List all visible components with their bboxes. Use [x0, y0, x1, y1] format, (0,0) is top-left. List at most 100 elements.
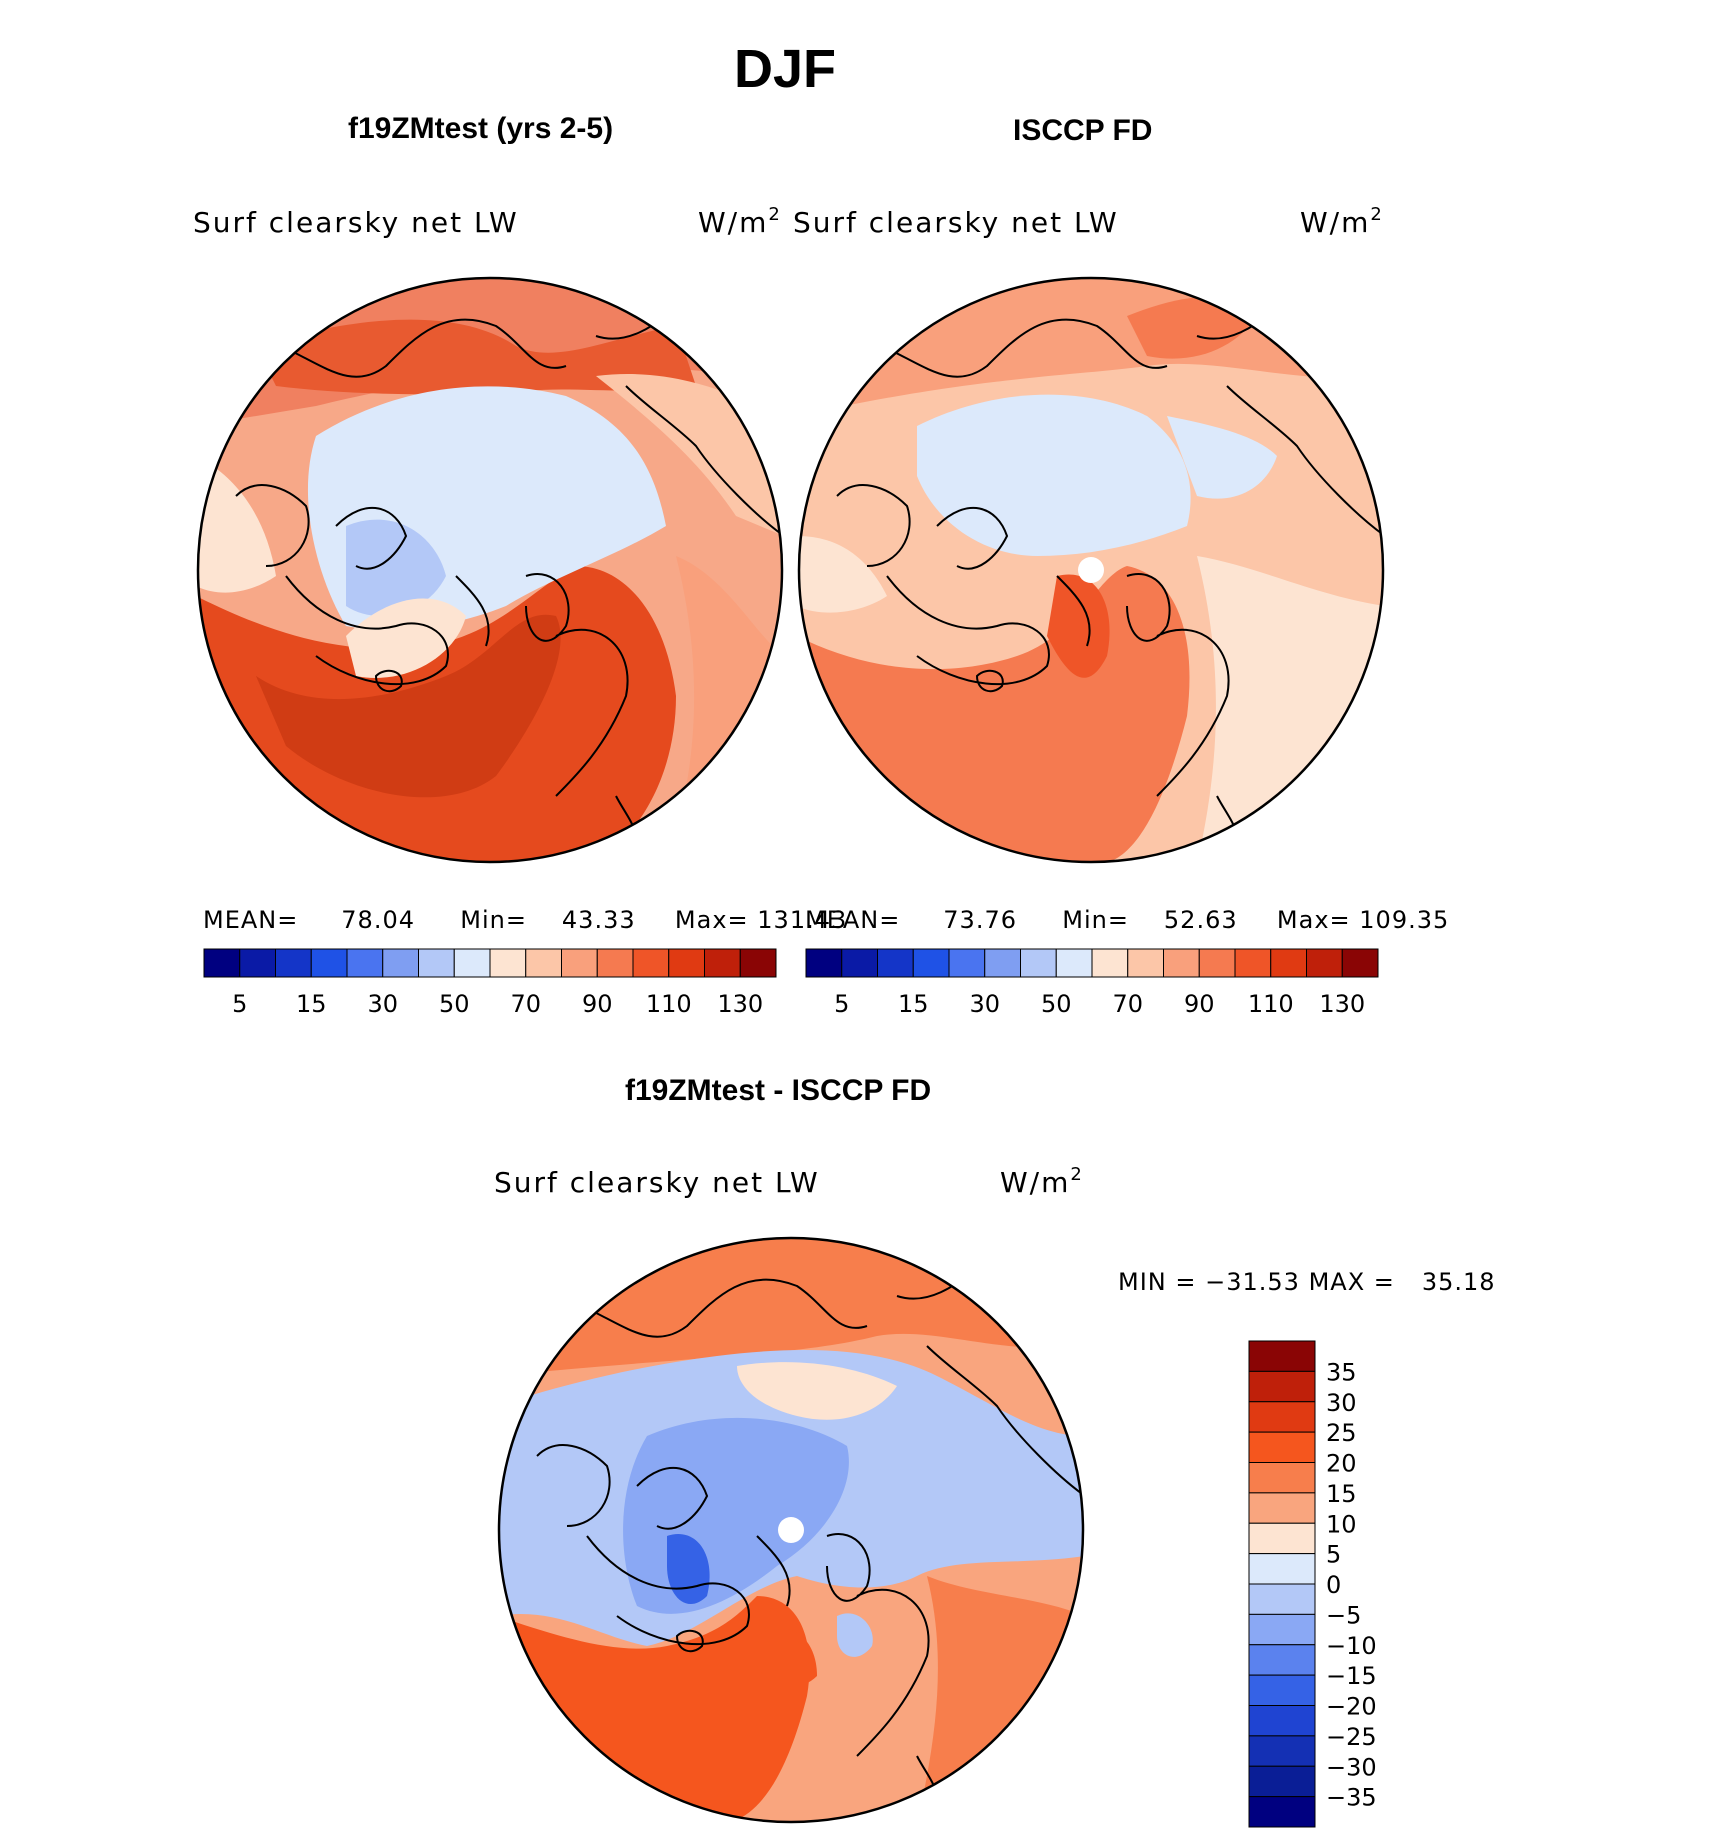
panel3-units-base: W/m	[1000, 1166, 1071, 1199]
panel1-min-value: 43.33	[561, 906, 636, 934]
panel1-colorbar-swatch	[739, 948, 777, 978]
panel1-mean-value: 78.04	[341, 906, 415, 934]
panel3-colorbar-tick: −30	[1326, 1753, 1377, 1781]
panel3-colorbar-swatch	[1248, 1796, 1316, 1828]
panel3-colorbar-tick: 0	[1326, 1571, 1341, 1599]
panel3-units-exp: 2	[1070, 1163, 1084, 1185]
panel1-colorbar-swatch	[453, 948, 491, 978]
panel3-colorbar-tick: 35	[1326, 1358, 1357, 1386]
panel3-colorbar-swatch	[1248, 1613, 1316, 1646]
panel1-mean-label: MEAN=	[203, 906, 299, 934]
panel2-polar-map	[797, 276, 1385, 864]
panel2-colorbar-swatch	[1306, 948, 1343, 978]
panel1-colorbar-tick: 130	[717, 990, 763, 1018]
panel1-colorbar-swatch	[203, 948, 241, 978]
panel3-baltic-cool	[837, 1613, 873, 1657]
panel1-colorbar-tick: 15	[296, 990, 327, 1018]
panel3-min-label: MIN =	[1118, 1268, 1197, 1296]
panel3-colorbar-swatch	[1248, 1553, 1316, 1585]
panel3-min-value: −31.53	[1205, 1268, 1300, 1296]
panel3-colorbar-swatch	[1248, 1705, 1316, 1737]
panel2-colorbar-tick: 110	[1248, 990, 1294, 1018]
panel1-polar-map	[196, 276, 784, 864]
panel2-colorbar-swatch	[841, 948, 878, 978]
panel1-archipelago-cold	[346, 519, 446, 616]
panel1-colorbar-swatch	[525, 948, 562, 978]
panel2-units-base: W/m	[1300, 206, 1371, 239]
panel1-greenland-field	[346, 598, 466, 678]
panel3-colorbar-swatch	[1248, 1370, 1316, 1403]
panel2-arctic-cool	[917, 394, 1191, 556]
panel3-eurasia-warm	[917, 1576, 1083, 1822]
panel1-colorbar-tick: 5	[232, 990, 247, 1018]
panel2-colorbar-swatch	[1270, 948, 1307, 978]
panel2-colorbar-tick: 130	[1319, 990, 1365, 1018]
panel2-map-border	[797, 276, 1385, 864]
panel3-title: f19ZMtest - ISCCP FD	[625, 1074, 932, 1107]
panel1-colorbar-swatch	[704, 948, 741, 978]
panel3-colorbar-tick: −5	[1326, 1601, 1361, 1629]
panel1-units-exp: 2	[768, 203, 782, 225]
panel3-map-border	[497, 1236, 1085, 1824]
panel2-alaska-field	[799, 536, 887, 613]
panel3-colorbar-tick: 20	[1326, 1450, 1357, 1478]
panel1-stats: MEAN= 78.04 Min= 43.33 Max= 131.43	[203, 906, 847, 934]
panel3-colorbar-swatch	[1248, 1462, 1316, 1494]
panel2-stats: MEAN= 73.76 Min= 52.63 Max= 109.35	[805, 906, 1449, 934]
panel1-colorbar-swatch	[596, 948, 634, 978]
panel3-colorbar-tick: −25	[1326, 1723, 1377, 1751]
panel3-greenland-coldest	[667, 1534, 710, 1605]
panel2-colorbar-swatch	[1091, 948, 1129, 978]
panel1-colorbar-tick: 110	[646, 990, 692, 1018]
panel2-colorbar-tick: 15	[898, 990, 929, 1018]
panel2-siberia-cool	[1167, 416, 1277, 499]
panel2-colorbar: 5 15 30 50 70 90 110 130	[805, 948, 1379, 1018]
panel2-colorbar-tick: 5	[834, 990, 849, 1018]
panel2-colorbar-tick: 50	[1041, 990, 1072, 1018]
panel2-colorbar-swatch	[1163, 948, 1200, 978]
panel1-atlantic-core	[256, 614, 561, 798]
panel1-max-label: Max=	[674, 906, 749, 934]
panel1-colorbar: 5 15 30 50 70 90 110 130	[203, 948, 777, 1018]
panel2-colorbar-swatch	[877, 948, 914, 978]
panel1-alaska-field	[198, 456, 276, 593]
panel3-central-warm	[737, 1362, 897, 1420]
panel2-colorbar-swatch	[1127, 948, 1164, 978]
panel3-norway-hot	[757, 1628, 817, 1687]
panel2-colorbar-swatch	[1234, 948, 1272, 978]
panel1-colorbar-swatch	[239, 948, 276, 978]
panel1-map-border	[196, 276, 784, 864]
panel2-colorbar-swatch	[984, 948, 1021, 978]
panel3-variable: Surf clearsky net LW	[494, 1166, 820, 1199]
panel2-colorbar-swatch	[1020, 948, 1057, 978]
panel1-colorbar-swatch	[489, 948, 527, 978]
panel2-norwegian-hot	[1047, 574, 1110, 678]
panel3-colorbar-swatch	[1248, 1522, 1316, 1555]
panel1-variable: Surf clearsky net LW	[193, 206, 519, 239]
panel3-colorbar-tick: −10	[1326, 1632, 1377, 1660]
panel3-colorbar-swatch	[1248, 1401, 1316, 1433]
panel1-colorbar-tick: 70	[510, 990, 541, 1018]
panel2-mean-label: MEAN=	[805, 906, 901, 934]
panel3-colorbar-swatch	[1248, 1431, 1316, 1463]
panel3-colorbar-tick: −20	[1326, 1693, 1377, 1721]
panel1-colorbar-swatch	[382, 948, 419, 978]
panel3-colorbar-swatch	[1248, 1644, 1316, 1676]
panel1-min-label: Min=	[460, 906, 527, 934]
panel3-colorbar-swatch	[1248, 1492, 1316, 1524]
panel2-colorbar-tick: 90	[1184, 990, 1215, 1018]
panel3-colorbar-tick: −35	[1326, 1784, 1377, 1812]
panel2-colorbar-tick: 30	[969, 990, 1000, 1018]
panel2-max-value: 109.35	[1359, 906, 1450, 934]
panel2-units: W/m2	[1300, 205, 1384, 239]
panel2-title: ISCCP FD	[1013, 114, 1153, 147]
super-title: DJF	[733, 39, 836, 99]
panel2-colorbar-swatch	[1055, 948, 1093, 978]
panel3-max-label: MAX =	[1308, 1268, 1395, 1296]
panel2-colorbar-swatch	[912, 948, 950, 978]
panel1-title: f19ZMtest (yrs 2-5)	[348, 112, 614, 145]
panel2-min-value: 52.63	[1163, 906, 1238, 934]
panel1-colorbar-swatch	[632, 948, 670, 978]
panel3-colorbar-tick: 15	[1326, 1480, 1357, 1508]
